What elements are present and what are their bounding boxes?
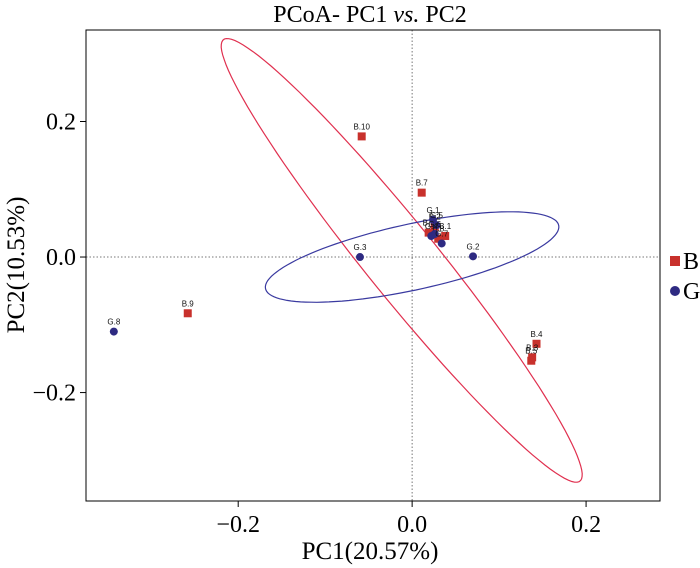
ellipse-G <box>264 211 560 303</box>
x-axis-label: PC1(20.57%) <box>302 538 439 565</box>
point-label-B.3: B.3 <box>526 343 539 352</box>
point-B.8 <box>434 234 443 243</box>
x-tick-label: 0.0 <box>397 512 427 538</box>
point-G.3 <box>355 253 364 262</box>
legend-label-G: G <box>683 279 700 305</box>
point-label-G.7: G.7 <box>435 229 448 238</box>
point-label-B.6: B.6 <box>423 219 436 228</box>
point-G.7 <box>437 239 446 248</box>
chart-title: PCoA- PC1 vs. PC2 <box>273 2 466 28</box>
point-label-B.10: B.10 <box>353 122 370 131</box>
point-G.8 <box>109 327 118 336</box>
point-label-G.6: G.6 <box>428 220 441 229</box>
axes: −0.2 0.0 0.2 −0.2 0.0 0.2 <box>32 29 661 538</box>
point-label-B.1: B.1 <box>439 222 452 231</box>
plot-frame <box>85 29 661 502</box>
point-G.2 <box>469 252 478 261</box>
point-label-B.5: B.5 <box>525 347 538 356</box>
chart-title-prefix: PCoA- PC1 <box>273 2 393 28</box>
legend-marker-B <box>670 256 680 266</box>
point-label-G.4: G.4 <box>425 222 438 231</box>
point-label-G.1: G.1 <box>427 206 440 215</box>
point-B.7 <box>417 188 426 197</box>
chart-title-suffix: PC2 <box>419 2 466 28</box>
point-label-G.2: G.2 <box>467 242 480 251</box>
x-tick-label: 0.2 <box>571 512 601 538</box>
point-G.5 <box>432 221 441 230</box>
point-B.4 <box>532 339 541 348</box>
point-label-B.4: B.4 <box>530 330 543 339</box>
point-label-G.8: G.8 <box>107 318 120 327</box>
y-axis-label: PC2(10.53%) <box>3 197 30 334</box>
legend-marker-G <box>670 286 680 296</box>
legend-label-B: B <box>683 249 699 275</box>
point-G.4 <box>427 232 436 241</box>
point-label-B.8: B.8 <box>432 225 445 234</box>
plot-area: B.10B.7B.9B.4B.3B.5B.1B.2B.6B.8G.8G.3G.2… <box>86 30 660 501</box>
point-B.1 <box>441 232 450 241</box>
point-label-B.7: B.7 <box>416 179 429 188</box>
point-label-G.3: G.3 <box>354 243 367 252</box>
legend: BG <box>670 249 700 305</box>
x-tick-label: −0.2 <box>216 512 260 538</box>
point-B.10 <box>357 132 366 141</box>
ellipse-B <box>220 37 583 483</box>
point-label-G.5: G.5 <box>430 211 443 220</box>
chart-title-italic: vs. <box>393 2 419 28</box>
point-B.6 <box>424 228 433 237</box>
y-tick-label: 0.2 <box>46 109 76 135</box>
point-B.9 <box>183 309 192 318</box>
y-tick-label: 0.0 <box>46 245 76 271</box>
point-label-B.9: B.9 <box>182 299 195 308</box>
y-tick-label: −0.2 <box>32 381 76 407</box>
point-B.5 <box>527 356 536 365</box>
